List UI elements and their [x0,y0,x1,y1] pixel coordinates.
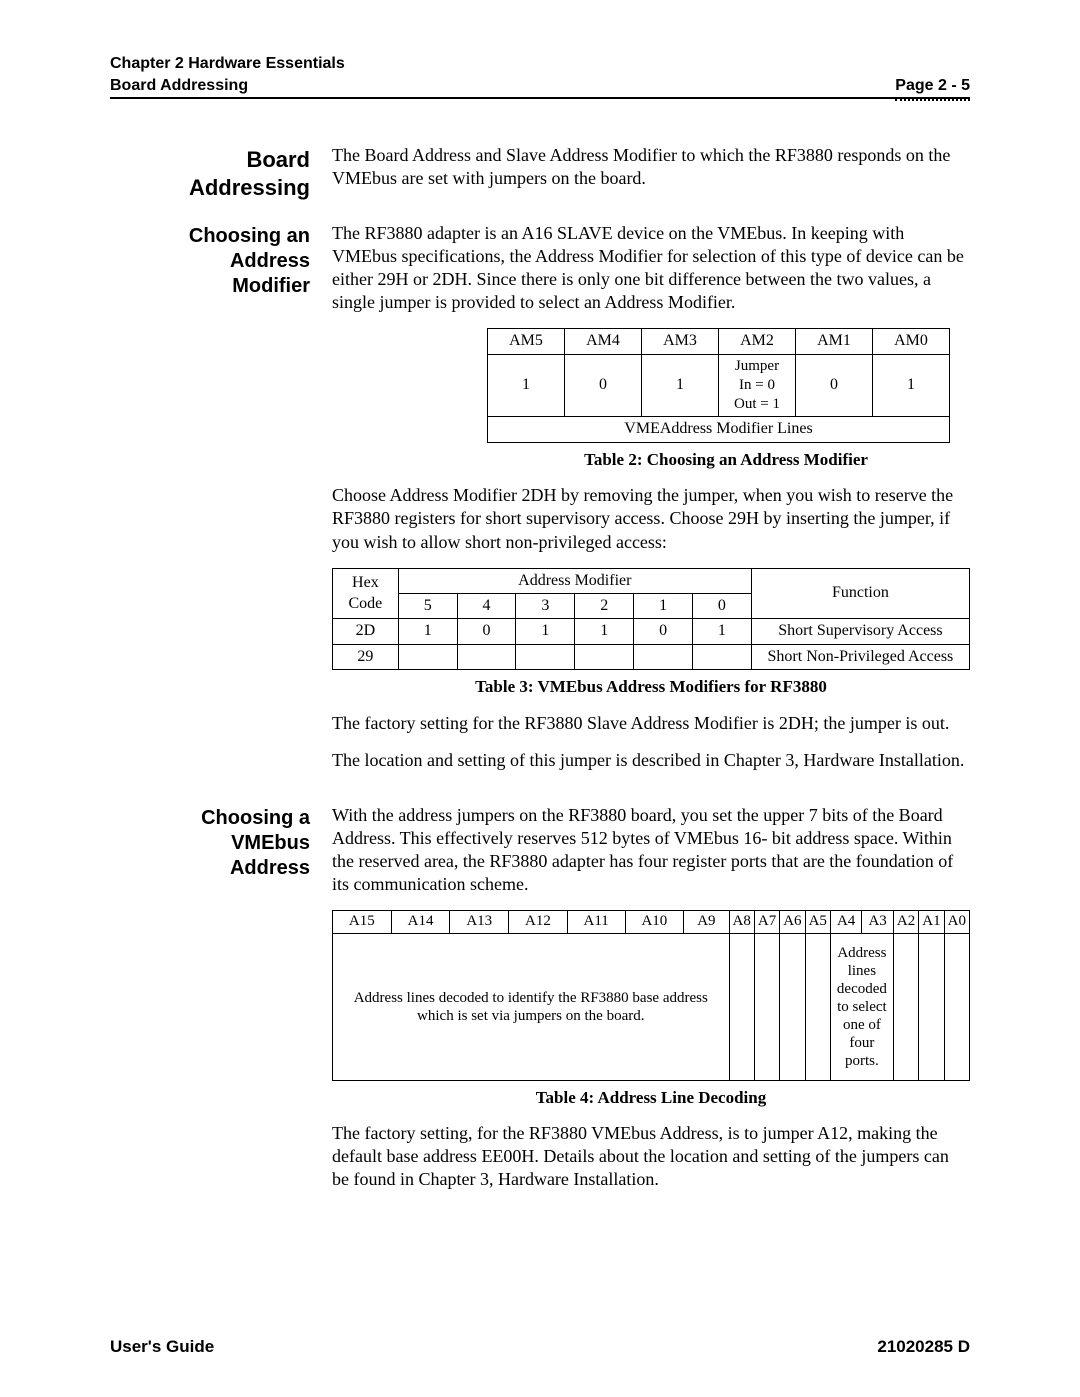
table-cell [516,644,575,669]
table-header-cell: 5 [398,594,457,619]
table-header-cell: A8 [729,911,754,933]
table-header-cell: A7 [754,911,779,933]
subsection-title: Choosing an Address Modifier [110,222,332,786]
footer-right: 21020285 D [877,1337,970,1357]
table-cell [692,644,751,669]
table-header-cell: A9 [684,911,729,933]
section-label: Board Addressing [110,77,248,95]
table-header-cell: A1 [919,911,944,933]
table-address-modifier: AM5 AM4 AM3 AM2 AM1 AM0 1 0 1 Jumper In … [487,328,950,443]
table-cell [805,933,830,1080]
table-header-cell: A6 [780,911,805,933]
page-content: Board Addressing The Board Address and S… [110,144,970,1205]
chapter-label: Chapter 2 Hardware Essentials [110,55,970,73]
table-header-cell: 0 [692,594,751,619]
table-header-cell: 3 [516,594,575,619]
table-header-cell: A14 [391,911,450,933]
table-cell [893,933,918,1080]
table-header-cell: A4 [830,911,861,933]
table-cell: 0 [457,619,516,644]
table-caption: Table 2: Choosing an Address Modifier [482,449,970,471]
table-cell [944,933,969,1080]
table-header-cell: AM0 [873,329,950,354]
table-header-cell: 4 [457,594,516,619]
table-cell: Jumper In = 0 Out = 1 [719,354,796,417]
section-address-modifier: Choosing an Address Modifier The RF3880 … [110,222,970,786]
table-header-cell: AM1 [796,329,873,354]
paragraph: The factory setting, for the RF3880 VMEb… [332,1122,970,1191]
table-caption: Table 4: Address Line Decoding [332,1087,970,1109]
table-cell [398,644,457,669]
table-caption: Table 3: VMEbus Address Modifiers for RF… [332,676,970,698]
table-cell: 1 [692,619,751,644]
page-header: Chapter 2 Hardware Essentials Board Addr… [110,55,970,99]
page-footer: User's Guide 21020285 D [110,1337,970,1357]
table-cell [919,933,944,1080]
table-cell: Address lines decoded to select one of f… [830,933,893,1080]
table-header-cell: A2 [893,911,918,933]
table-header-cell: A10 [625,911,684,933]
table-cell [634,644,693,669]
paragraph: Choose Address Modifier 2DH by removing … [332,484,970,553]
table-header-cell: A15 [333,911,392,933]
section-vmebus-address: Choosing a VMEbus Address With the addre… [110,804,970,1205]
table-footer: VMEAddress Modifier Lines [488,417,950,442]
table-cell: 1 [575,619,634,644]
page-label: Page 2 - 5 [895,77,970,95]
table-header-cell: A11 [567,911,625,933]
table-header-cell: AM4 [565,329,642,354]
table-cell: 1 [642,354,719,417]
subsection-title: Choosing a VMEbus Address [110,804,332,1205]
footer-left: User's Guide [110,1337,214,1357]
table-header-cell: AM3 [642,329,719,354]
paragraph: The Board Address and Slave Address Modi… [332,144,970,190]
table-cell: 0 [634,619,693,644]
table-header-cell: AM2 [719,329,796,354]
table-header-cell: A3 [862,911,894,933]
table-cell: 0 [796,354,873,417]
table-cell: 1 [488,354,565,417]
paragraph: The location and setting of this jumper … [332,749,970,772]
table-cell: Address lines decoded to identify the RF… [333,933,730,1080]
table-vmebus-modifiers: Hex Code Address Modifier Function 5 4 3… [332,568,970,671]
table-cell: Short Non-Privileged Access [751,644,969,669]
table-cell: 1 [873,354,950,417]
paragraph: The RF3880 adapter is an A16 SLAVE devic… [332,222,970,314]
table-header-cell: Hex Code [333,568,399,619]
table-cell [729,933,754,1080]
paragraph: The factory setting for the RF3880 Slave… [332,712,970,735]
table-header-cell: A12 [509,911,568,933]
table-cell: Short Supervisory Access [751,619,969,644]
table-header-cell: A5 [805,911,830,933]
table-header-cell: AM5 [488,329,565,354]
table-cell [457,644,516,669]
table-address-line-decoding: A15 A14 A13 A12 A11 A10 A9 A8 A7 A6 A5 A… [332,910,970,1080]
section-board-addressing: Board Addressing The Board Address and S… [110,144,970,204]
table-cell [780,933,805,1080]
table-cell: 1 [398,619,457,644]
section-title: Board Addressing [110,144,332,204]
table-cell [754,933,779,1080]
table-cell: 29 [333,644,399,669]
table-header-cell: A13 [450,911,509,933]
table-cell: 2D [333,619,399,644]
paragraph: With the address jumpers on the RF3880 b… [332,804,970,896]
table-header-cell: 2 [575,594,634,619]
table-header-cell: Function [751,568,969,619]
table-cell: 0 [565,354,642,417]
table-header-cell: Address Modifier [398,568,751,593]
table-header-cell: A0 [944,911,969,933]
table-cell [575,644,634,669]
table-header-cell: 1 [634,594,693,619]
table-cell: 1 [516,619,575,644]
